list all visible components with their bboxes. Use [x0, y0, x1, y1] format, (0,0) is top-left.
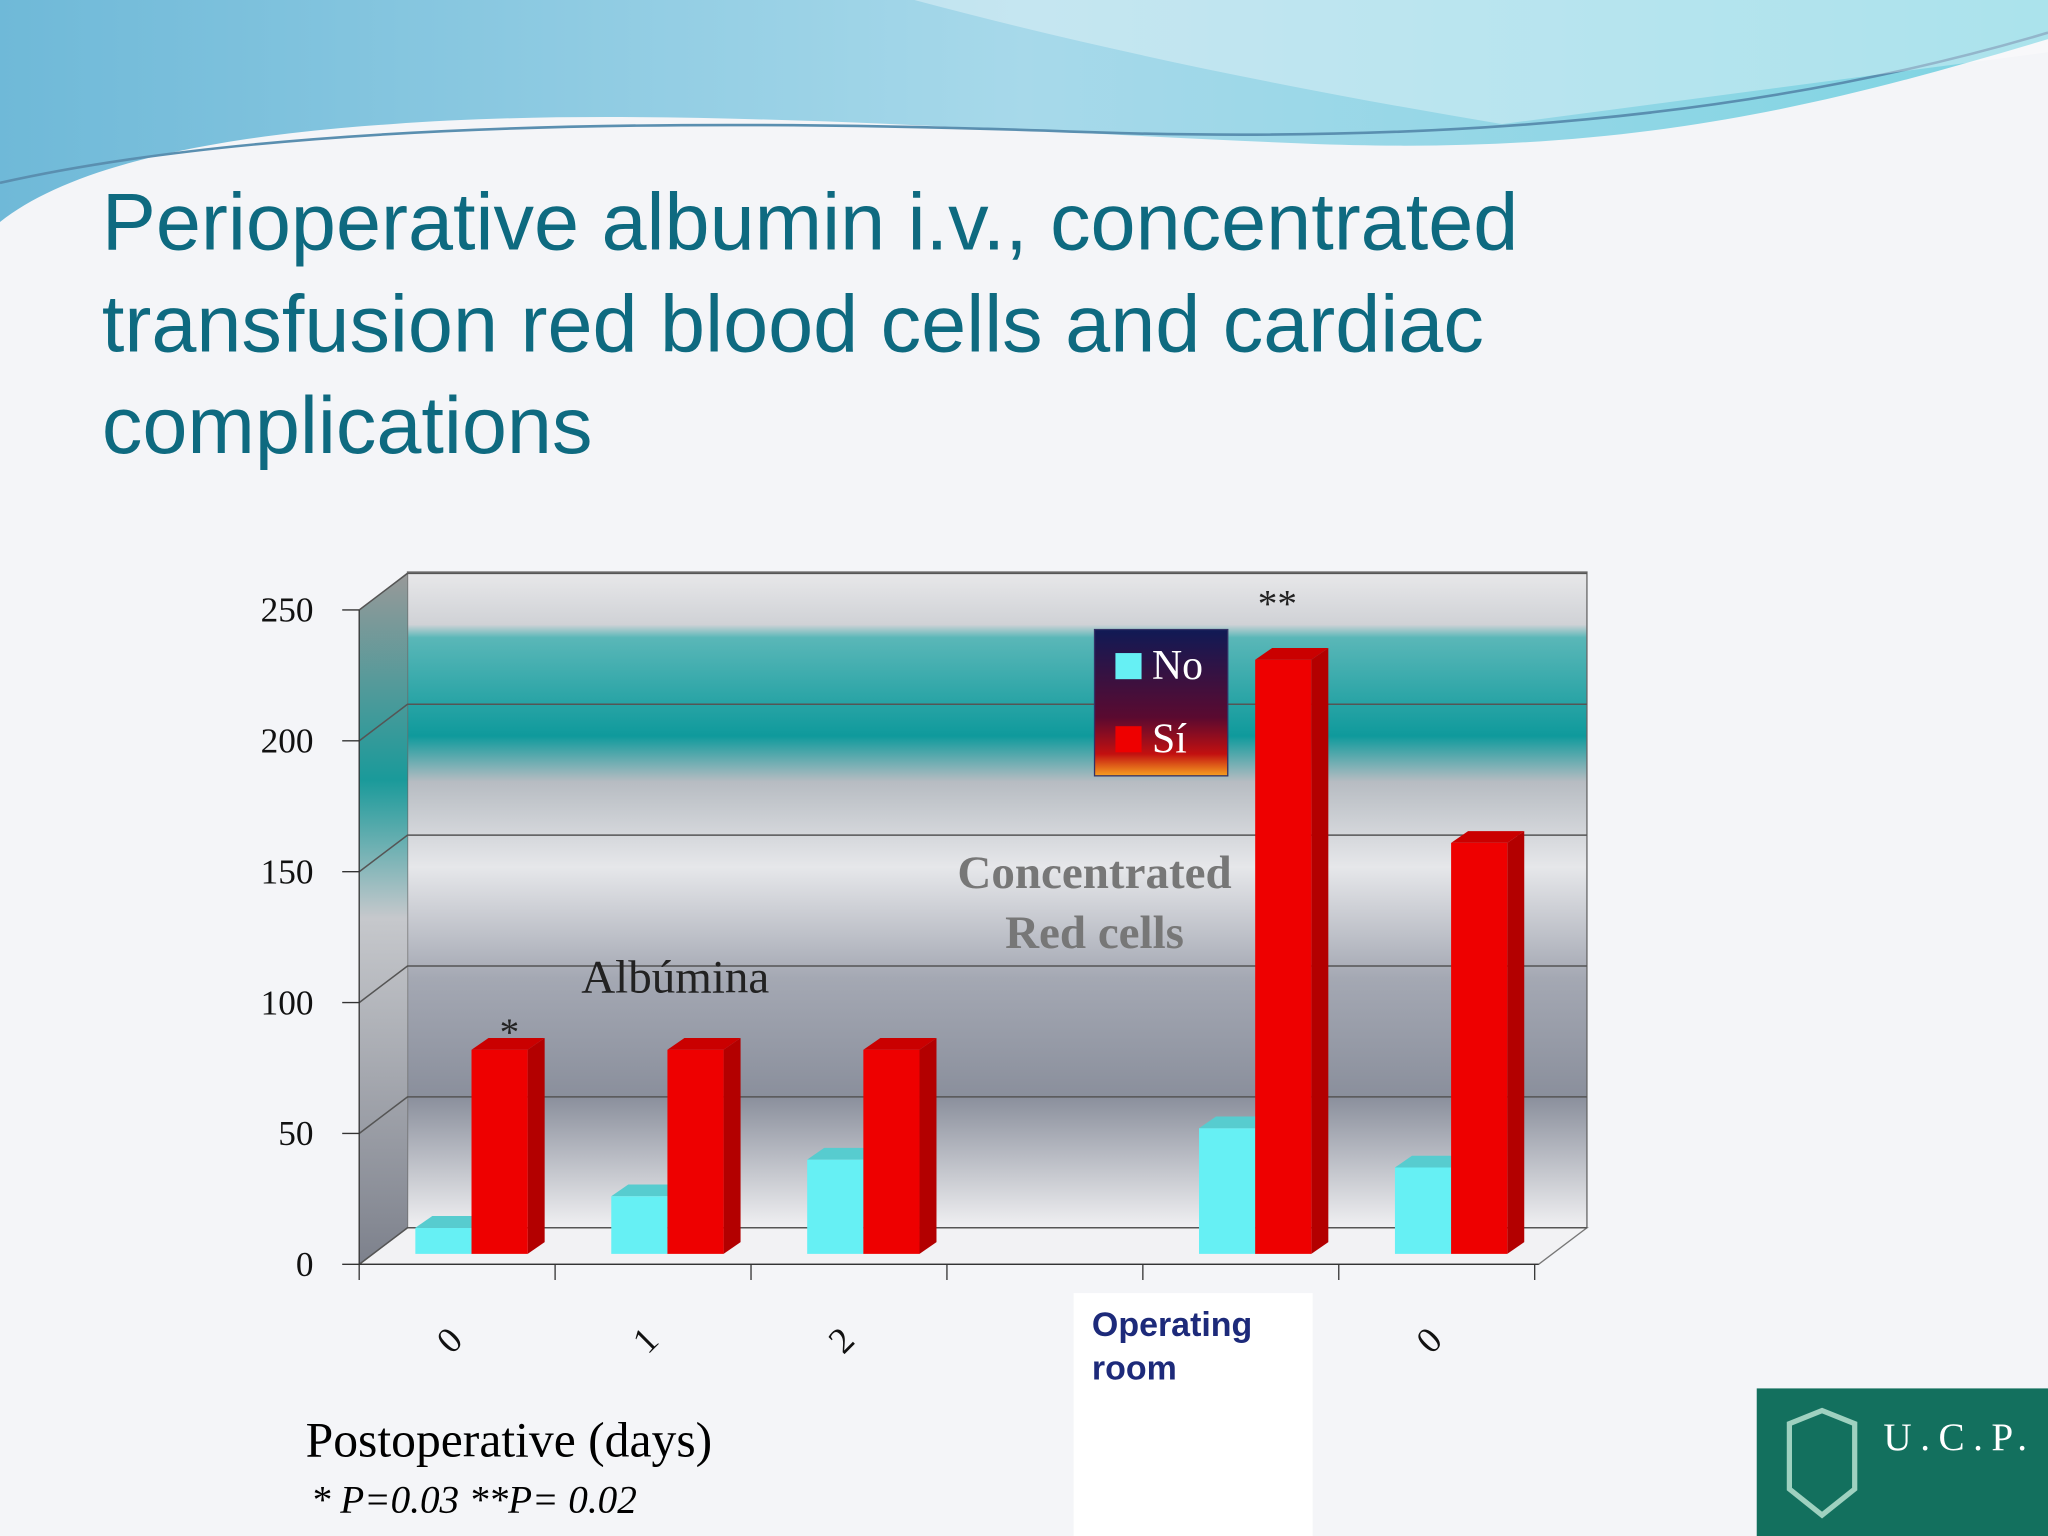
bar — [471, 1037, 545, 1254]
bar-front — [611, 1196, 668, 1254]
legend-label: No — [1152, 643, 1203, 689]
x-tick-label: 2 — [820, 1319, 862, 1361]
y-tick-label: 150 — [261, 852, 314, 891]
label-box — [1073, 1293, 1313, 1536]
header-highlight — [914, 0, 2048, 125]
legend-swatch — [1115, 653, 1142, 680]
bar-front — [415, 1227, 472, 1254]
header-wave — [0, 0, 2048, 223]
x-tick-label: Operating room — [1091, 1304, 1253, 1388]
x-tick-label: 1 — [624, 1319, 666, 1361]
annotation-box: Concentrated Red cells — [957, 846, 1232, 959]
y-tick-label: 200 — [261, 722, 314, 761]
bar — [1451, 831, 1525, 1254]
bar-front — [1394, 1167, 1452, 1254]
legend-label: Sí — [1152, 716, 1187, 762]
legend-swatch — [1115, 726, 1142, 753]
bar-front — [807, 1159, 864, 1254]
note: * P=0.03 **P= 0.02 — [311, 1478, 637, 1521]
bar-front — [863, 1049, 920, 1254]
y-tick-label: 250 — [261, 591, 314, 630]
grid-line — [358, 1096, 1587, 1135]
bar-top — [471, 1037, 545, 1050]
bar — [863, 1037, 937, 1254]
bar-front — [1451, 842, 1508, 1254]
header-line — [0, 31, 2048, 185]
bar-side — [723, 1037, 741, 1254]
x-tick-label-box: Operating room — [1091, 1304, 1253, 1388]
y-tick-label: 100 — [261, 983, 314, 1022]
bar — [667, 1037, 741, 1254]
title-box: Perioperative albumin i.v., concentrated… — [101, 177, 1519, 472]
bar-top — [1199, 1116, 1273, 1129]
bar — [1255, 647, 1329, 1254]
annotation: Albúmina — [581, 952, 769, 1004]
logo-shield — [1786, 1407, 1858, 1519]
bar-front — [1199, 1128, 1256, 1254]
logo-text: U.C.P. — [1883, 1416, 2027, 1459]
annotation: ** — [1258, 582, 1297, 625]
y-tick-label: 0 — [296, 1245, 314, 1284]
bar-front — [471, 1049, 528, 1254]
bar-front — [667, 1049, 724, 1254]
grid-line — [358, 834, 1587, 873]
bar-front — [1255, 659, 1312, 1254]
bar-side — [527, 1037, 545, 1254]
bar-top — [1255, 647, 1329, 660]
legend: No Sí — [1093, 628, 1229, 777]
grid-line — [358, 1226, 1587, 1265]
chart — [342, 571, 1589, 1280]
x-tick-label: 0 — [428, 1319, 470, 1361]
logo-bg — [1756, 1388, 2048, 1536]
y-tick-label: 50 — [278, 1114, 313, 1153]
bar-top — [1451, 831, 1525, 843]
annotation: * — [500, 1011, 520, 1054]
slide-title: Perioperative albumin i.v., concentrated… — [101, 177, 1519, 472]
bar-side — [1311, 647, 1329, 1254]
bar-top — [415, 1215, 489, 1228]
bar-top — [667, 1037, 741, 1050]
bar-top — [1394, 1155, 1469, 1168]
side-wall — [359, 572, 408, 1265]
bar-top — [807, 1147, 881, 1160]
grid-line — [358, 965, 1587, 1004]
bar-top — [611, 1184, 685, 1197]
logo: U.C.P. — [1756, 1388, 2048, 1536]
x-axis-label: Postoperative (days) — [306, 1412, 713, 1467]
bar-side — [1507, 831, 1525, 1254]
bar-top — [863, 1037, 937, 1050]
grid-line — [358, 572, 1587, 611]
annotation: Concentrated Red cells — [957, 846, 1232, 959]
bar-side — [919, 1037, 937, 1254]
x-tick-label: 0 — [1408, 1319, 1450, 1361]
